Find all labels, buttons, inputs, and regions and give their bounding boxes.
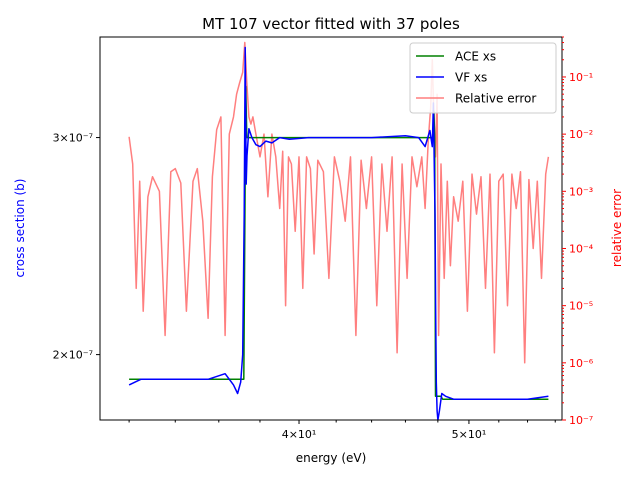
x-tick-label: 4×10¹ xyxy=(282,428,317,441)
ace-xs-line xyxy=(129,85,549,400)
left-axis-ticks: 2×10⁻⁷ 3×10⁻⁷ xyxy=(53,132,100,362)
relative-error-line xyxy=(128,41,550,364)
right-tick-label: 10⁻¹ xyxy=(569,71,593,84)
x-axis-label: energy (eV) xyxy=(296,451,367,465)
right-tick-label: 10⁻⁶ xyxy=(569,357,594,370)
right-tick-label: 10⁻⁷ xyxy=(569,414,593,427)
x-tick-label: 5×10¹ xyxy=(452,428,487,441)
left-axis-label: cross section (b) xyxy=(13,179,27,278)
right-tick-label: 10⁻² xyxy=(569,128,593,141)
legend-label-vf-xs: VF xs xyxy=(455,71,487,85)
left-tick-label: 3×10⁻⁷ xyxy=(53,132,93,145)
x-axis-ticks: 4×10¹ 5×10¹ xyxy=(128,420,556,441)
relative-error-layer xyxy=(128,41,550,364)
right-tick-label: 10⁻⁵ xyxy=(569,300,593,313)
cross-section-layer xyxy=(128,46,549,420)
legend-box xyxy=(409,42,557,114)
right-axis-label: relative error xyxy=(610,189,624,267)
legend-label-relative-error: Relative error xyxy=(455,92,536,106)
legend: ACE xs VF xs Relative error xyxy=(409,42,557,114)
right-axis-ticks: 10⁻⁷ 10⁻⁶ 10⁻⁵ 10⁻⁴ 10⁻³ 10⁻² 10⁻¹ xyxy=(562,36,594,427)
right-tick-label: 10⁻⁴ xyxy=(569,242,594,255)
chart-title: MT 107 vector fitted with 37 poles xyxy=(202,15,460,33)
left-tick-label: 2×10⁻⁷ xyxy=(53,349,93,362)
vf-xs-line xyxy=(128,46,549,420)
plot-area xyxy=(128,41,550,420)
legend-label-ace-xs: ACE xs xyxy=(455,50,496,64)
plot-frame xyxy=(99,36,563,421)
right-tick-label: 10⁻³ xyxy=(569,185,593,198)
